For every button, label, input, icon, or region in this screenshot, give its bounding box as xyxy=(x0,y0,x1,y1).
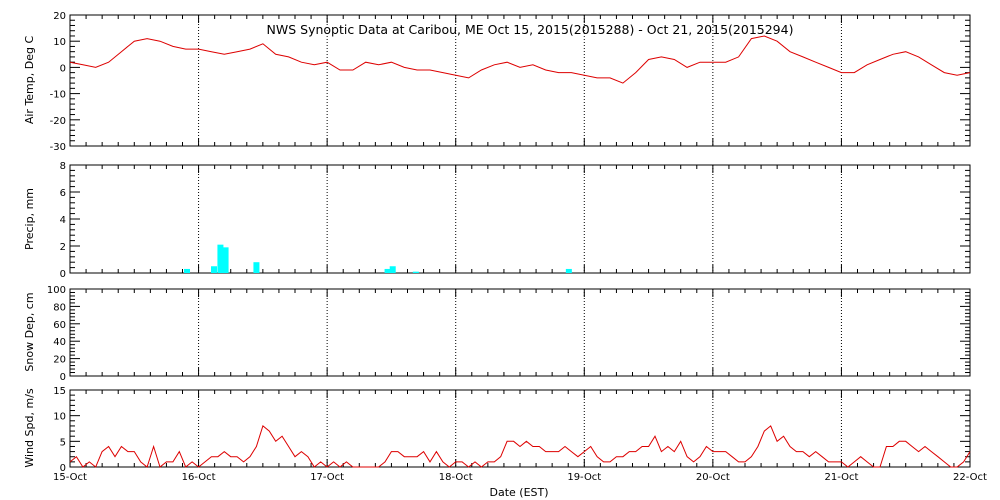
air-temp-y-tick-label: -30 xyxy=(50,142,66,153)
chart-title: NWS Synoptic Data at Caribou, ME Oct 15,… xyxy=(267,22,794,37)
x-tick-label: 19-Oct xyxy=(567,472,601,483)
snow-depth-plot-frame xyxy=(69,288,971,377)
wind-speed-plot-frame xyxy=(69,389,971,468)
snow-depth-y-tick-label: 40 xyxy=(53,337,66,348)
precip-y-tick-label: 2 xyxy=(60,242,66,253)
precip-y-tick-label: 0 xyxy=(60,269,66,280)
wind-speed-series-line xyxy=(69,425,971,468)
snow-depth-y-tick-label: 100 xyxy=(47,285,66,296)
x-axis-label: Date (EST) xyxy=(489,486,548,499)
wind-speed-axis-label: Wind Spd, m/s xyxy=(23,388,36,468)
x-tick-label: 20-Oct xyxy=(696,472,730,483)
wind-speed-y-tick-label: 15 xyxy=(53,386,66,397)
precip-y-tick-label: 6 xyxy=(60,188,66,199)
air-temp-axis-label: Air Temp, Deg C xyxy=(23,36,36,125)
snow-depth-axis-label: Snow Dep, cm xyxy=(23,292,36,371)
precip-bar xyxy=(389,266,396,273)
x-tick-label: 18-Oct xyxy=(439,472,473,483)
x-tick-label: 22-Oct xyxy=(953,472,987,483)
wind-speed-y-tick-label: 5 xyxy=(60,437,66,448)
x-tick-label: 21-Oct xyxy=(824,472,858,483)
air-temp-panel: Air Temp, Deg C -30 -20 -10 0 10 20 xyxy=(23,11,971,153)
precip-panel: Precip, mm 0 2 4 6 8 xyxy=(23,161,971,280)
wind-speed-y-tick-label: 10 xyxy=(53,412,66,423)
snow-depth-y-tick-label: 0 xyxy=(60,372,66,383)
wind-speed-y-tick-label: 0 xyxy=(60,463,66,474)
precip-bar xyxy=(412,271,419,273)
air-temp-series-line xyxy=(69,35,971,84)
x-tick-label: 16-Oct xyxy=(182,472,216,483)
precip-bar xyxy=(222,247,229,273)
precip-bar xyxy=(565,268,572,273)
precip-plot-frame xyxy=(69,164,971,274)
air-temp-y-tick-label: 20 xyxy=(53,11,66,22)
precip-y-tick-label: 8 xyxy=(60,161,66,172)
snow-depth-y-tick-label: 20 xyxy=(53,355,66,366)
snow-depth-panel: Snow Dep, cm 0 20 40 60 80 100 xyxy=(23,285,971,383)
precip-bar xyxy=(211,266,217,273)
precip-bar xyxy=(384,268,391,273)
precip-bar xyxy=(253,262,260,273)
precip-axis-label: Precip, mm xyxy=(23,188,36,250)
air-temp-y-tick-label: -10 xyxy=(50,90,66,101)
x-tick-label: 17-Oct xyxy=(310,472,344,483)
x-tick-label: 15-Oct xyxy=(53,472,87,483)
precip-bar xyxy=(184,268,190,273)
air-temp-y-tick-label: -20 xyxy=(50,116,66,127)
precip-bar xyxy=(217,244,224,273)
air-temp-y-tick-label: 0 xyxy=(60,63,66,74)
air-temp-y-tick-label: 10 xyxy=(53,37,66,48)
snow-depth-y-tick-label: 60 xyxy=(53,320,66,331)
precip-y-tick-label: 4 xyxy=(60,215,66,226)
wind-speed-panel: Wind Spd, m/s 0 5 10 15 xyxy=(23,386,971,474)
snow-depth-y-tick-label: 80 xyxy=(53,302,66,313)
